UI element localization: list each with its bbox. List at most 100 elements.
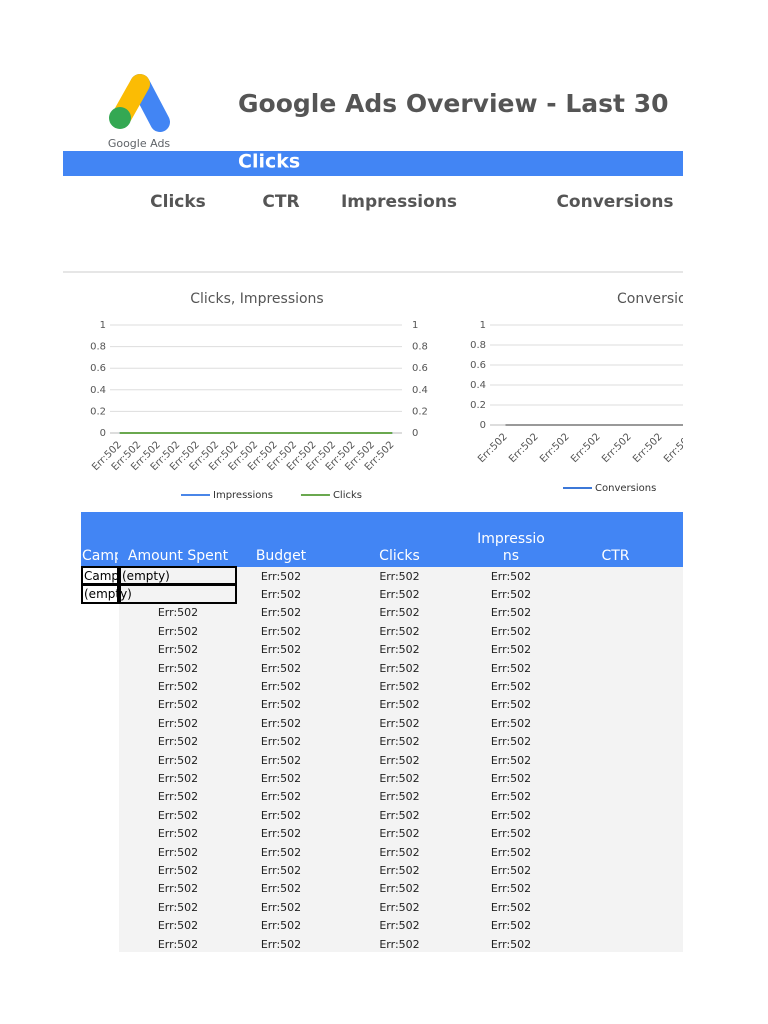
table-cell: Err:502: [490, 735, 532, 749]
y2-tick-label: 0.6: [412, 363, 428, 374]
kpi-label: Conversions: [556, 192, 673, 212]
column-header: Impressions: [477, 531, 545, 564]
table-cell: Err:502: [379, 606, 420, 620]
table-cell: Err:502: [379, 790, 420, 804]
table-cell: Err:502: [490, 919, 532, 933]
table-cell: Err:502: [157, 772, 199, 786]
table-cell: (empty): [119, 566, 237, 586]
y-tick-label: 0.4: [470, 380, 486, 391]
table-cell: Err:502: [490, 937, 532, 951]
table-cell: Err:502: [379, 661, 420, 675]
kpi-label: CTR: [262, 192, 299, 212]
table-cell: Err:502: [490, 900, 532, 914]
google-ads-logo: [109, 74, 170, 132]
table-cell: Err:502: [260, 937, 302, 951]
table-cell: Err:502: [260, 900, 302, 914]
table-cell: Err:502: [260, 845, 302, 859]
table-cell: Err:502: [260, 588, 302, 602]
y2-tick-label: 0.4: [412, 385, 428, 396]
table-cell: Err:502: [490, 790, 532, 804]
y2-tick-label: 0.2: [412, 406, 428, 417]
table-cell: Err:502: [157, 753, 199, 767]
y2-tick-label: 0: [412, 428, 418, 439]
y2-tick-label: 0.8: [412, 342, 428, 353]
table-cell: Err:502: [379, 753, 420, 767]
table-cell: [119, 584, 237, 604]
y-tick-label: 0: [480, 420, 486, 431]
column-header: Budget: [255, 548, 307, 564]
table-cell: Err:502: [260, 735, 302, 749]
table-cell: Err:502: [157, 827, 199, 841]
table-cell: Err:502: [157, 790, 199, 804]
table-cell: Err:502: [157, 864, 199, 878]
table-cell: Err:502: [260, 882, 302, 896]
y-tick-label: 1: [100, 320, 106, 331]
table-cell: Err:502: [379, 588, 420, 602]
column-header: CTR: [601, 548, 630, 564]
table-cell: Err:502: [490, 772, 532, 786]
table-cell: Err:502: [157, 919, 199, 933]
chart-title: Clicks, Impressions: [190, 291, 323, 307]
table-cell: Campaign: [81, 566, 119, 586]
sheet-page: Google Ads Google Ads Overview - Last 30…: [63, 74, 683, 952]
table-cell: Err:502: [379, 919, 420, 933]
y-tick-label: 0: [100, 428, 106, 439]
table-cell: Err:502: [379, 772, 420, 786]
table-cell: Err:502: [490, 808, 532, 822]
y-tick-label: 0.8: [90, 342, 106, 353]
column-header: Amount Spent: [127, 548, 229, 564]
table-cell: Err:502: [157, 716, 199, 730]
table-cell: Err:502: [157, 808, 199, 822]
table-cell: Err:502: [379, 569, 420, 583]
table-cell: Err:502: [490, 569, 532, 583]
x-tick-label: Err:502: [476, 431, 510, 465]
table-cell: Err:502: [260, 569, 302, 583]
table-cell: Err:502: [260, 661, 302, 675]
y-tick-label: 0.6: [470, 360, 486, 371]
kpi-label: Clicks: [150, 192, 206, 212]
kpi-label: Impressions: [341, 192, 457, 212]
logo-text: Google Ads: [108, 137, 171, 150]
sheet-canvas: Google Ads Google Ads Overview - Last 30…: [63, 74, 683, 952]
table-cell: Err:502: [490, 624, 532, 638]
table-cell: Err:502: [379, 735, 420, 749]
table-cell: Err:502: [490, 753, 532, 767]
table-cell: Err:502: [157, 606, 199, 620]
table-cell: Err:502: [157, 643, 199, 657]
table-cell: Err:502: [379, 716, 420, 730]
table-cell: Err:502: [379, 937, 420, 951]
table-cell: Err:502: [490, 716, 532, 730]
table-cell: Err:502: [490, 827, 532, 841]
legend-label: Clicks: [333, 490, 362, 501]
table-cell: Err:502: [260, 808, 302, 822]
y-tick-label: 0.2: [90, 406, 106, 417]
legend-label: Conversions: [595, 483, 656, 494]
table-cell: Err:502: [157, 882, 199, 896]
table-cell: Err:502: [379, 680, 420, 694]
x-tick-label: Err:502: [507, 431, 541, 465]
table-cell: Err:502: [379, 900, 420, 914]
table-header-bg: [81, 512, 683, 567]
table-cell: Err:502: [260, 919, 302, 933]
table-cell: Err:502: [260, 643, 302, 657]
table-cell: Err:502: [490, 680, 532, 694]
table-cell: Err:502: [157, 937, 199, 951]
table-cell: Err:502: [490, 882, 532, 896]
x-tick-label: Err:502: [600, 431, 634, 465]
table-cell: Err:502: [260, 753, 302, 767]
table-cell: Err:502: [379, 643, 420, 657]
table-cell: Err:502: [490, 588, 532, 602]
table-cell: Err:502: [157, 680, 199, 694]
x-tick-label: Err:502: [631, 431, 665, 465]
table-cell: Err:502: [260, 680, 302, 694]
column-header: Clicks: [379, 548, 420, 564]
table-cell: Err:502: [157, 661, 199, 675]
x-tick-label: Err:502: [538, 431, 572, 465]
y-tick-label: 0.4: [90, 385, 106, 396]
x-tick-label: Err:502: [569, 431, 603, 465]
table-cell: Err:502: [490, 643, 532, 657]
table-cell: Err:502: [157, 900, 199, 914]
table-cell: Err:502: [157, 698, 199, 712]
table-cell: Err:502: [260, 827, 302, 841]
y-tick-label: 0.2: [470, 400, 486, 411]
